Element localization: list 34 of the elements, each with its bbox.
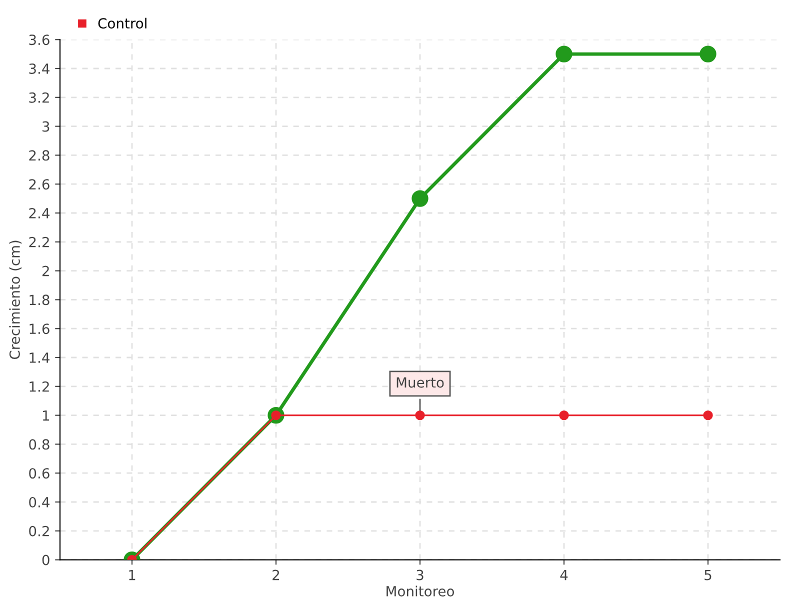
y-tick-label: 3 <box>42 121 50 132</box>
y-tick-label: 1.6 <box>30 324 50 334</box>
x-tick-label: 2 <box>272 570 280 580</box>
x-tick-label: 3 <box>416 570 424 580</box>
annotation: Muerto <box>396 377 444 388</box>
y-tick-label: 0.6 <box>29 468 50 479</box>
y-tick-label: 2 <box>42 266 49 276</box>
legend-label: Control <box>98 18 146 29</box>
point <box>412 190 428 207</box>
point <box>559 410 569 420</box>
y-tick-label: 2.2 <box>29 236 49 248</box>
point <box>415 410 425 420</box>
x-axis-title: Monitoreo <box>386 586 454 596</box>
y-tick-label: 3.2 <box>29 92 49 103</box>
y-tick-label: 1.8 <box>30 294 50 306</box>
y-axis-title: Crecimiento (cm) <box>9 240 22 360</box>
y-tick-label: 2.6 <box>29 179 50 190</box>
y-tick-label: 1.2 <box>30 381 49 392</box>
x-tick-label: 1 <box>129 570 136 580</box>
y-tick-label: 2.8 <box>29 150 50 161</box>
y-tick-label: 1 <box>42 410 49 421</box>
y-tick-label: 0.2 <box>29 526 49 536</box>
point <box>703 410 713 420</box>
y-tick-label: 3.6 <box>29 34 50 46</box>
y-tick-label: 1.4 <box>30 352 50 363</box>
point <box>556 46 572 62</box>
y-tick-label: 3.4 <box>29 63 50 74</box>
x-tick-label: 4 <box>560 570 568 580</box>
y-tick-label: 0.8 <box>29 439 50 450</box>
point <box>700 46 716 62</box>
y-tick-label: 2.4 <box>29 208 50 218</box>
x-tick-label: 5 <box>704 570 712 580</box>
y-tick-label: 0.4 <box>29 496 50 508</box>
y-tick-label: 0 <box>42 554 50 566</box>
